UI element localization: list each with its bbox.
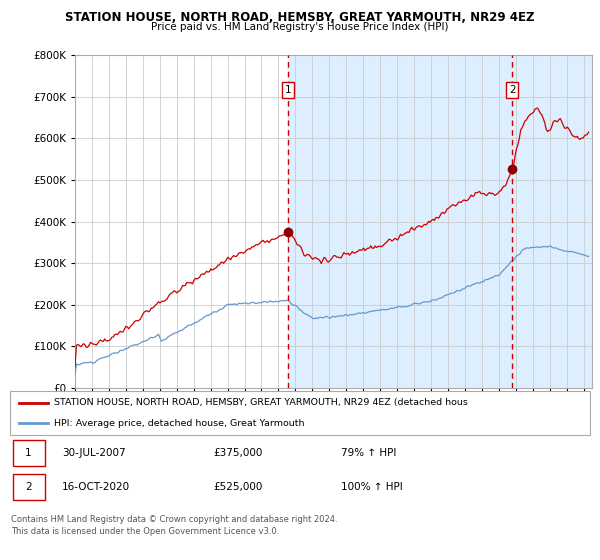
- Text: Price paid vs. HM Land Registry's House Price Index (HPI): Price paid vs. HM Land Registry's House …: [151, 22, 449, 32]
- Text: STATION HOUSE, NORTH ROAD, HEMSBY, GREAT YARMOUTH, NR29 4EZ (detached hous: STATION HOUSE, NORTH ROAD, HEMSBY, GREAT…: [53, 398, 467, 407]
- Text: 1: 1: [25, 449, 32, 458]
- FancyBboxPatch shape: [13, 440, 45, 466]
- Text: 30-JUL-2007: 30-JUL-2007: [62, 449, 126, 458]
- Bar: [288, 55, 600, 388]
- Text: Contains HM Land Registry data © Crown copyright and database right 2024.: Contains HM Land Registry data © Crown c…: [11, 515, 337, 524]
- FancyBboxPatch shape: [13, 474, 45, 500]
- Text: STATION HOUSE, NORTH ROAD, HEMSBY, GREAT YARMOUTH, NR29 4EZ: STATION HOUSE, NORTH ROAD, HEMSBY, GREAT…: [65, 11, 535, 24]
- Text: HPI: Average price, detached house, Great Yarmouth: HPI: Average price, detached house, Grea…: [53, 419, 304, 428]
- Text: £525,000: £525,000: [213, 482, 262, 492]
- FancyBboxPatch shape: [10, 391, 590, 435]
- Text: 2: 2: [509, 85, 515, 95]
- Text: £375,000: £375,000: [213, 449, 262, 458]
- Text: 2: 2: [25, 482, 32, 492]
- Text: 79% ↑ HPI: 79% ↑ HPI: [341, 449, 396, 458]
- Text: 100% ↑ HPI: 100% ↑ HPI: [341, 482, 403, 492]
- Text: This data is licensed under the Open Government Licence v3.0.: This data is licensed under the Open Gov…: [11, 527, 279, 536]
- Text: 16-OCT-2020: 16-OCT-2020: [62, 482, 130, 492]
- Text: 1: 1: [285, 85, 292, 95]
